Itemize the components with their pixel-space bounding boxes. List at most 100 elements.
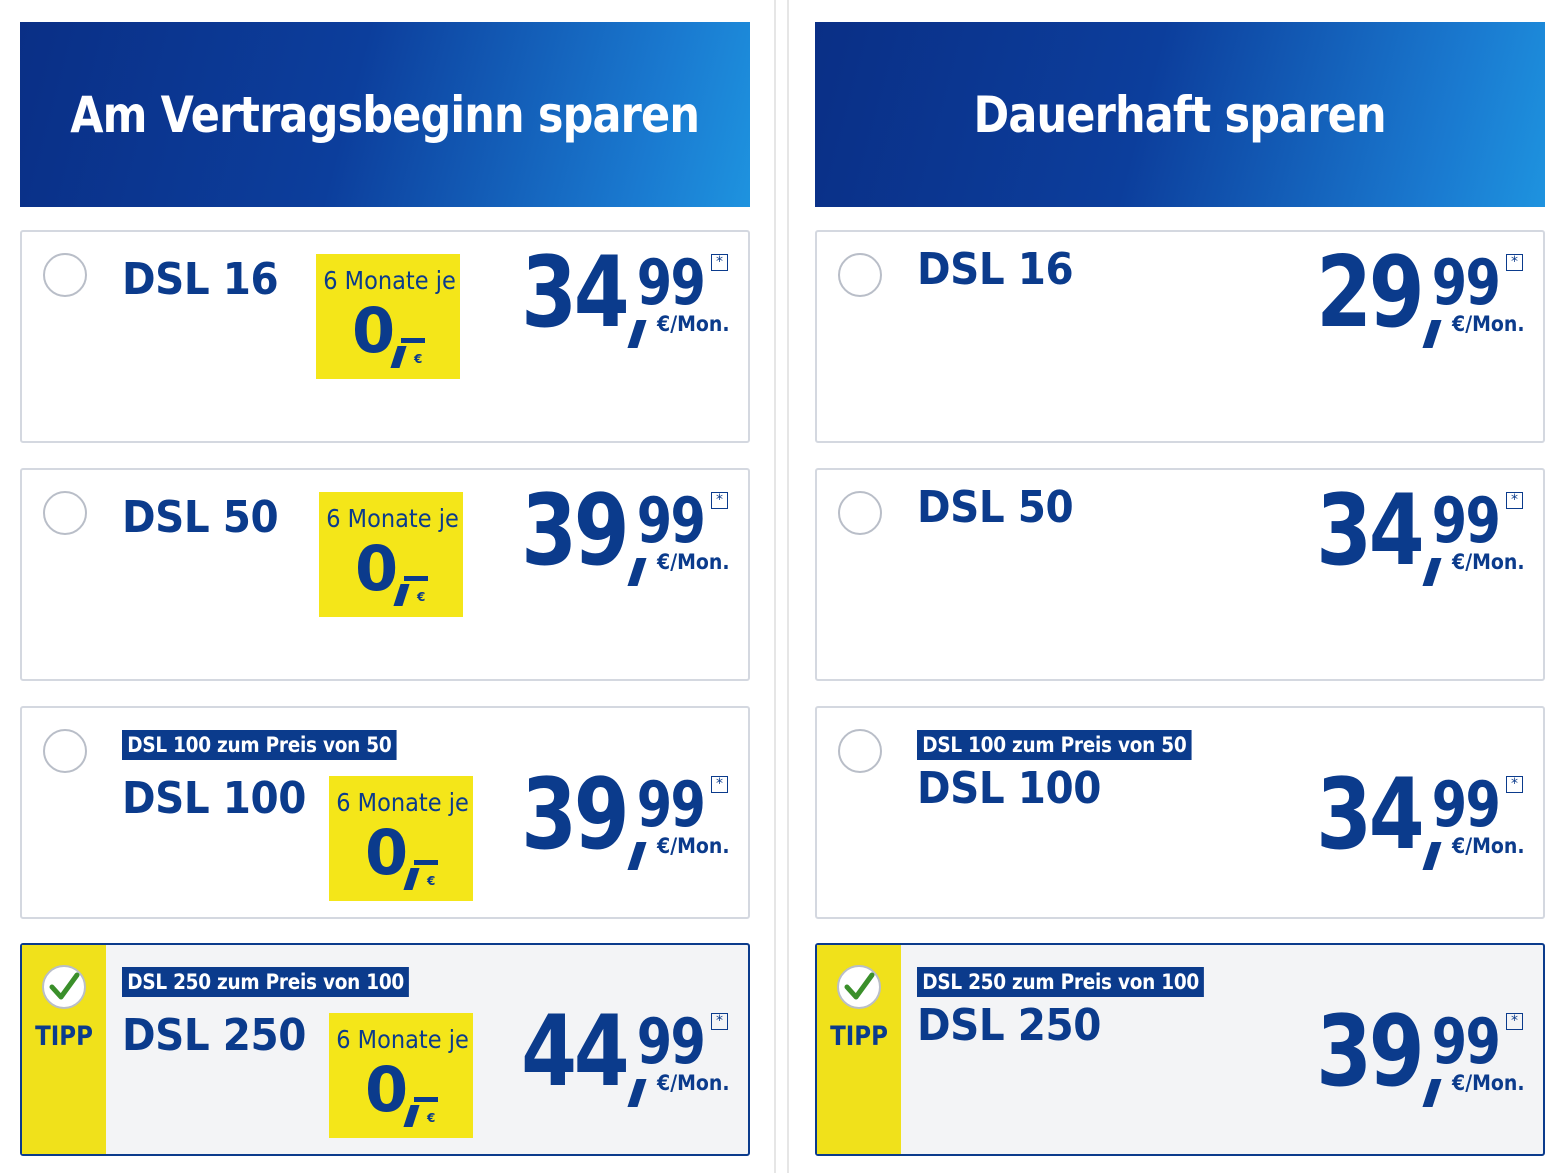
badge-value: 0 [365,1053,409,1126]
column-header: Am Vertragsbeginn sparen [20,22,750,207]
column-divider [774,0,789,1173]
footnote-star-icon[interactable]: * [1506,492,1523,509]
product-name: DSL 50 [917,482,1074,533]
price-cents: 99 [636,246,706,319]
checkmark-icon [844,972,875,1000]
price-euros: 34 [520,236,630,350]
price-cents: 99 [1431,1005,1501,1078]
discount-badge: 6 Monate je 0 € [316,254,460,379]
price-euros: 39 [520,758,630,872]
tipp-label: TIPP [35,1021,93,1052]
radio-button[interactable] [43,729,87,773]
column-title: Am Vertragsbeginn sparen [70,85,701,144]
tariff-card-dsl100[interactable]: DSL 100 zum Preis von 50 DSL 100 34 99 *… [815,706,1545,919]
badge-dash [401,338,425,343]
price-comma [1422,558,1442,586]
badge-label: 6 Monate je [326,504,459,533]
promo-label: DSL 100 zum Preis von 50 [122,730,397,760]
monthly-price: 39 99 * €/Mon. [1305,1003,1525,1113]
product-name: DSL 100 [122,773,306,824]
badge-value: 0 [355,532,399,605]
tariff-card-dsl50[interactable]: DSL 50 6 Monate je 0 € 39 99 * €/Mon. [20,468,750,681]
price-cents: 99 [636,768,706,841]
column-title: Dauerhaft sparen [973,85,1387,144]
promo-label: DSL 250 zum Preis von 100 [122,967,410,997]
radio-button[interactable] [43,253,87,297]
footnote-star-icon[interactable]: * [711,1013,728,1030]
radio-button[interactable] [838,729,882,773]
radio-button[interactable] [43,491,87,535]
discount-badge: 6 Monate je 0 € [319,492,463,617]
badge-dash [414,1097,438,1102]
price-unit: €/Mon. [657,550,730,574]
monthly-price: 34 99 * €/Mon. [510,244,730,354]
radio-button[interactable] [838,491,882,535]
radio-button[interactable] [838,253,882,297]
price-comma [627,558,647,586]
price-euros: 34 [1315,474,1425,588]
tariff-card-dsl16[interactable]: DSL 16 29 99 * €/Mon. [815,230,1545,443]
product-name: DSL 100 [917,763,1101,814]
selected-radio[interactable] [837,965,881,1009]
monthly-price: 34 99 * €/Mon. [1305,482,1525,592]
footnote-star-icon[interactable]: * [1506,776,1523,793]
monthly-price: 34 99 * €/Mon. [1305,766,1525,876]
badge-currency: € [417,590,426,604]
price-cents: 99 [1431,768,1501,841]
tariff-card-dsl250[interactable]: TIPP DSL 250 zum Preis von 100 DSL 250 6… [20,943,750,1156]
price-unit: €/Mon. [657,834,730,858]
badge-value: 0 [352,294,396,367]
product-name: DSL 50 [122,492,279,543]
monthly-price: 44 99 * €/Mon. [510,1003,730,1113]
product-name: DSL 16 [917,244,1074,295]
column-permanent-saving: Dauerhaft sparen DSL 16 29 99 * €/Mon. D… [815,22,1545,1156]
badge-label: 6 Monate je [336,788,469,817]
discount-badge: 6 Monate je 0 € [329,1013,473,1138]
tariff-card-dsl250[interactable]: TIPP DSL 250 zum Preis von 100 DSL 250 3… [815,943,1545,1156]
price-comma [1422,1079,1442,1107]
price-euros: 44 [520,995,630,1109]
price-unit: €/Mon. [657,1071,730,1095]
product-name: DSL 250 [122,1010,306,1061]
price-cents: 99 [636,484,706,557]
price-cents: 99 [1431,484,1501,557]
badge-label: 6 Monate je [323,266,456,295]
price-comma [1422,320,1442,348]
selected-radio[interactable] [42,965,86,1009]
tariff-card-dsl16[interactable]: DSL 16 6 Monate je 0 € 34 99 * €/Mon. [20,230,750,443]
monthly-price: 39 99 * €/Mon. [510,766,730,876]
footnote-star-icon[interactable]: * [711,254,728,271]
badge-value: 0 [365,816,409,889]
tariff-card-dsl50[interactable]: DSL 50 34 99 * €/Mon. [815,468,1545,681]
badge-label: 6 Monate je [336,1025,469,1054]
promo-label: DSL 250 zum Preis von 100 [917,967,1205,997]
badge-currency: € [414,352,423,366]
tariff-card-dsl100[interactable]: DSL 100 zum Preis von 50 DSL 100 6 Monat… [20,706,750,919]
tipp-strip: TIPP [817,945,901,1154]
product-name: DSL 16 [122,254,279,305]
product-name: DSL 250 [917,1000,1101,1051]
checkmark-icon [49,972,80,1000]
footnote-star-icon[interactable]: * [711,492,728,509]
footnote-star-icon[interactable]: * [1506,1013,1523,1030]
monthly-price: 29 99 * €/Mon. [1305,244,1525,354]
column-header: Dauerhaft sparen [815,22,1545,207]
footnote-star-icon[interactable]: * [711,776,728,793]
price-euros: 29 [1315,236,1425,350]
promo-label: DSL 100 zum Preis von 50 [917,730,1192,760]
footnote-star-icon[interactable]: * [1506,254,1523,271]
price-cents: 99 [1431,246,1501,319]
price-cents: 99 [636,1005,706,1078]
badge-currency: € [427,1111,436,1125]
badge-currency: € [427,874,436,888]
tipp-strip: TIPP [22,945,106,1154]
badge-dash [404,576,428,581]
column-start-saving: Am Vertragsbeginn sparen DSL 16 6 Monate… [20,22,750,1156]
price-comma [627,1079,647,1107]
price-euros: 34 [1315,758,1425,872]
price-comma [627,842,647,870]
price-unit: €/Mon. [1452,550,1525,574]
tipp-label: TIPP [830,1021,888,1052]
price-unit: €/Mon. [1452,1071,1525,1095]
price-unit: €/Mon. [1452,834,1525,858]
